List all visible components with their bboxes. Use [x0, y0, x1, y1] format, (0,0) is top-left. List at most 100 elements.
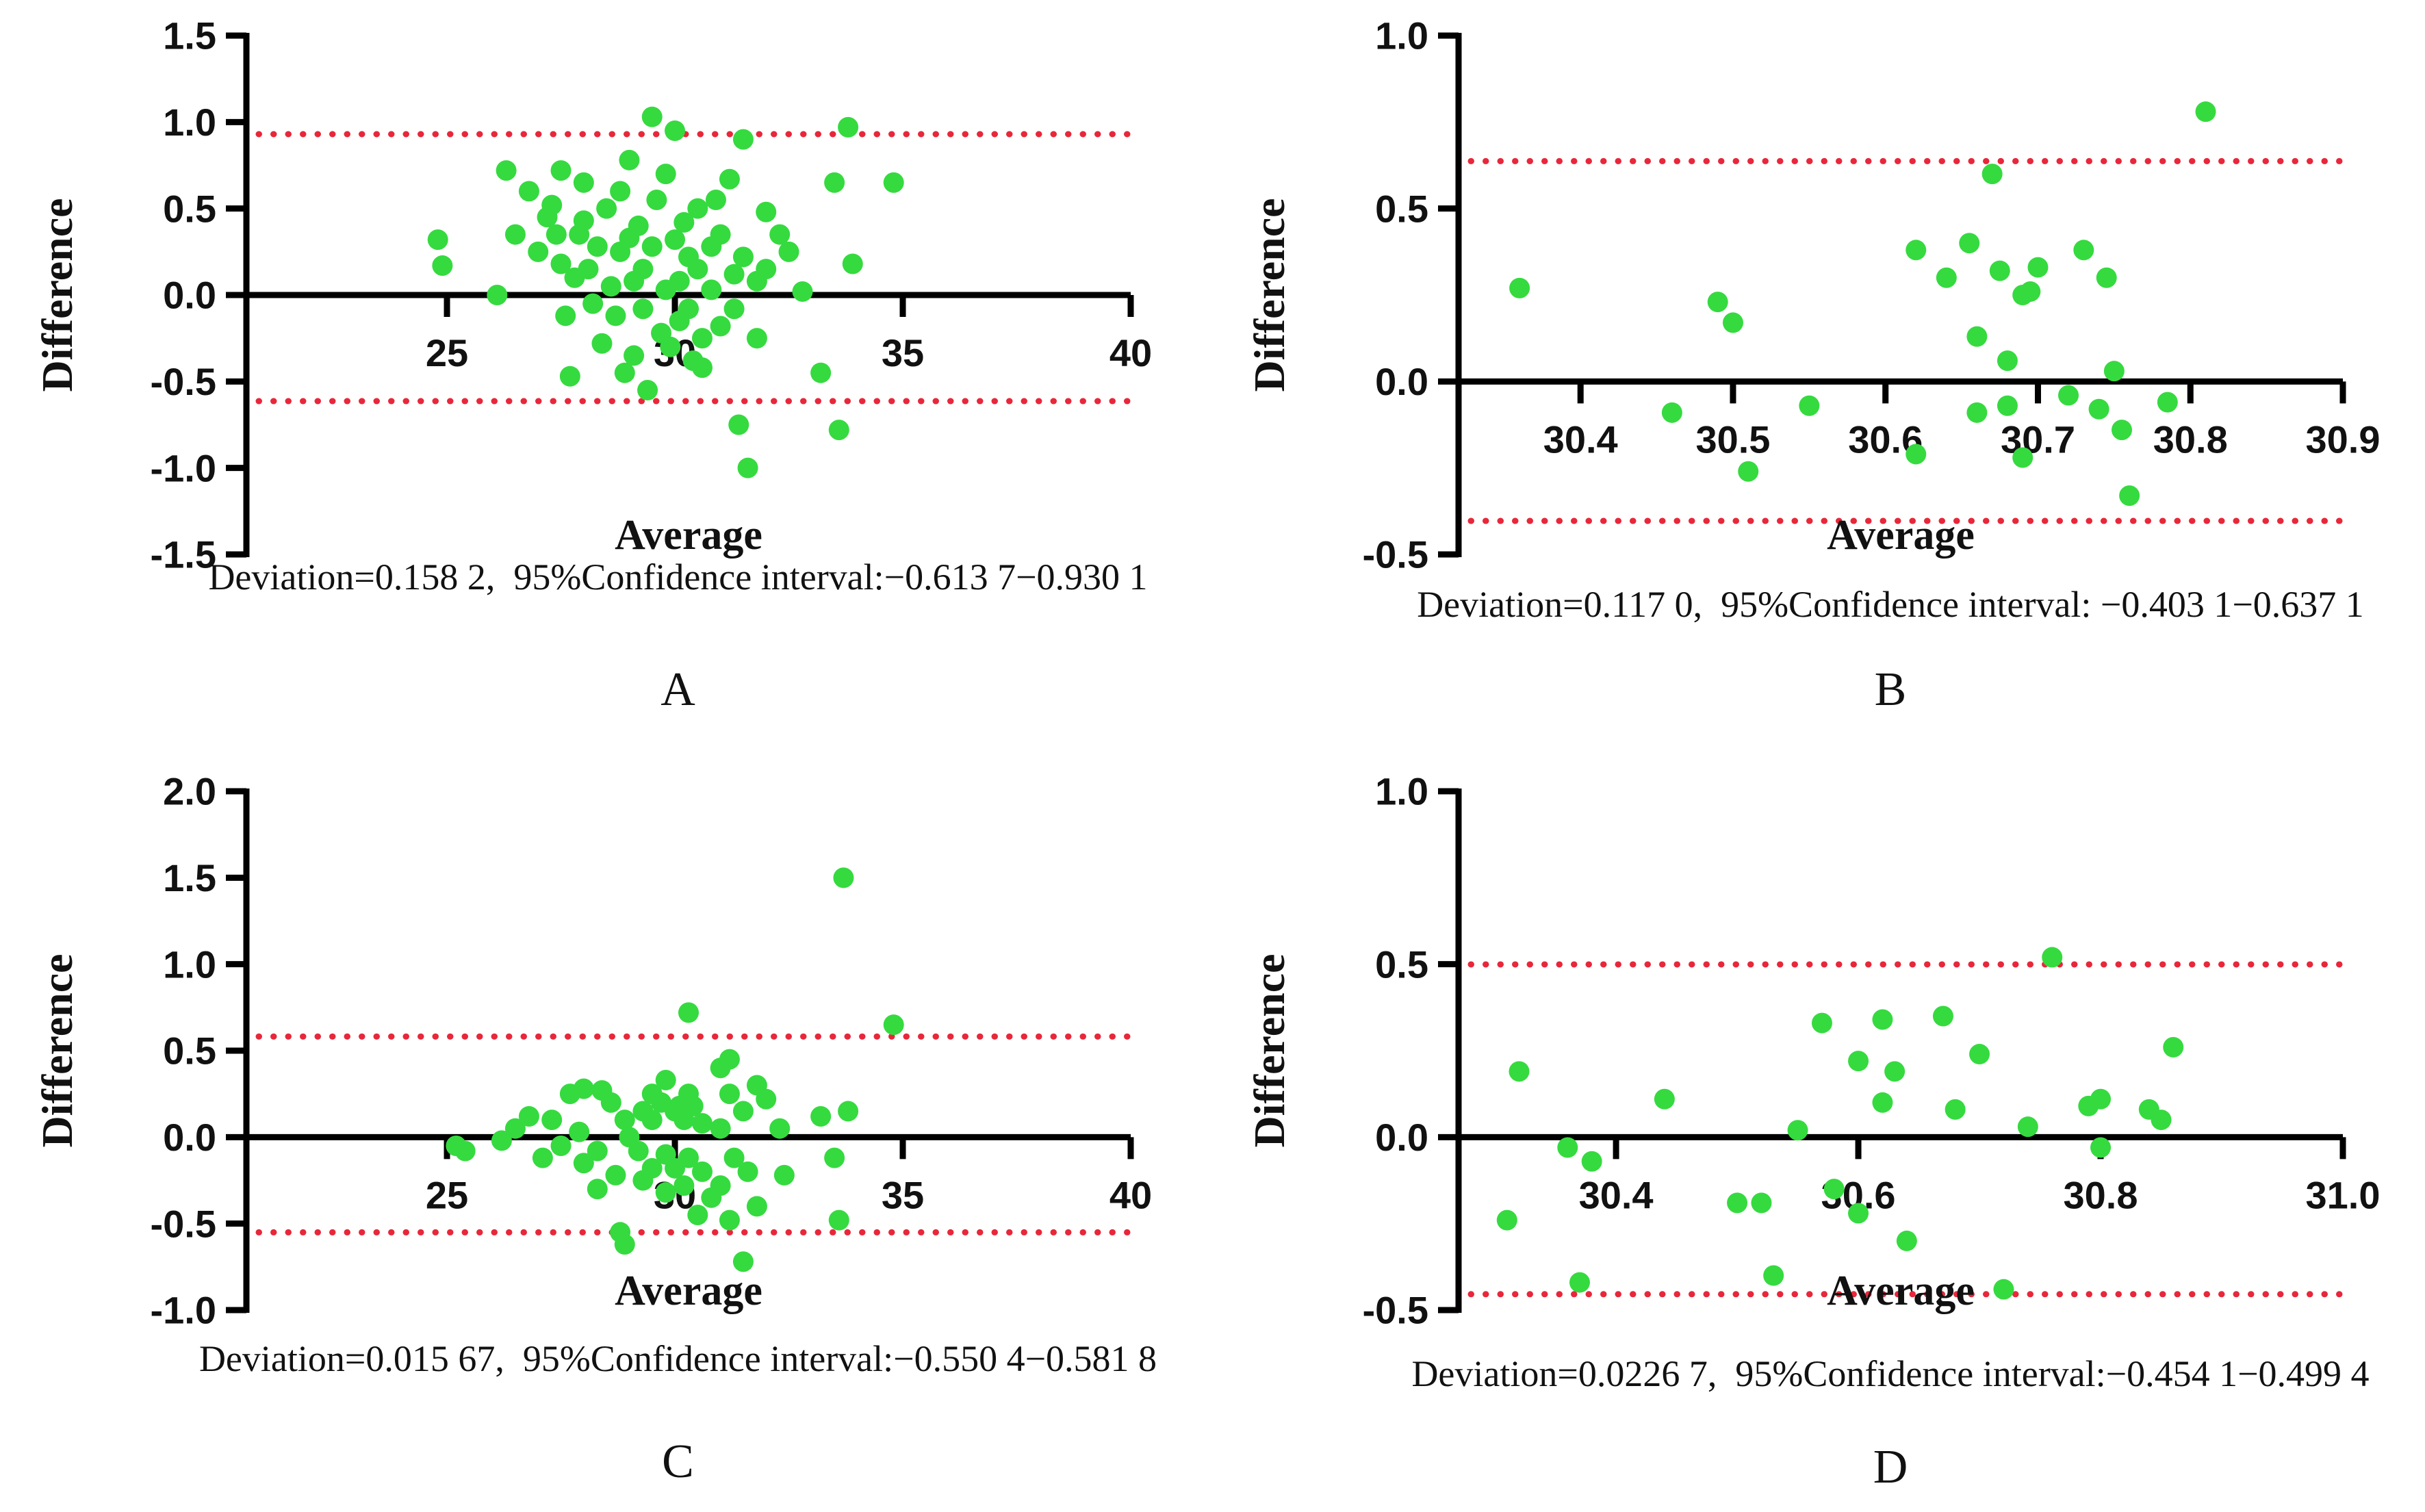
data-point: [2112, 420, 2132, 441]
data-point: [1993, 1279, 2014, 1300]
x-tick-label: 25: [426, 1173, 468, 1216]
panel-d: 1.0 0.5 0.0 -0.5 30.4 30.6 30.8 31.0 Difference A…: [1212, 756, 2425, 1512]
data-point: [691, 357, 713, 379]
panel-d-plot: 1.00.50.0-0.530.4 30.6 30.8 31.0DifferenceA…: [1245, 770, 2381, 1332]
x-axis-title: Average: [1827, 512, 1975, 559]
data-point: [518, 181, 539, 202]
panel-b-plot: 1.00.50.0-0.530.4 30.5 30.6 30.7 30.8 30.9Dif…: [1245, 14, 2381, 576]
data-point: [532, 1147, 553, 1168]
y-tick-label: 0.0: [163, 274, 216, 317]
data-point: [756, 201, 777, 222]
data-point: [641, 1110, 663, 1131]
data-point: [546, 224, 567, 245]
panel-b-caption: Deviation=0.117 0, 95%Confidence interva…: [1417, 584, 2364, 625]
data-point: [1569, 1272, 1590, 1293]
data-point: [528, 241, 549, 262]
data-point: [600, 1092, 621, 1113]
y-tick-label: -1.5: [151, 533, 217, 576]
y-tick-label: 0.5: [163, 1029, 216, 1073]
panel-a-plot: 1.51.00.50.0-0.5-1.0-1.525303540Differen…: [33, 14, 1152, 576]
data-point: [1872, 1092, 1893, 1113]
data-point: [732, 1101, 754, 1122]
data-point: [555, 305, 576, 326]
data-point: [614, 362, 635, 383]
data-point: [1997, 350, 2018, 372]
y-tick-label: 0.5: [1375, 187, 1428, 230]
panel-d-caption: Deviation=0.0226 7, 95%Confidence interv…: [1411, 1353, 2370, 1394]
x-tick-label: 30.5: [1695, 418, 1770, 461]
data-point: [678, 298, 699, 320]
data-point: [587, 1179, 608, 1200]
data-point: [655, 1069, 676, 1090]
data-point: [1932, 1005, 1953, 1027]
panel-a-letter: A: [660, 663, 695, 716]
data-point: [569, 1121, 590, 1142]
data-point: [641, 106, 663, 127]
data-point: [1722, 312, 1743, 333]
data-point: [1969, 1044, 1990, 1065]
data-point: [1509, 1061, 1530, 1082]
data-point: [1989, 260, 2010, 281]
data-point: [1823, 1179, 1845, 1200]
data-point: [1997, 395, 2018, 416]
data-point: [491, 1130, 512, 1151]
x-tick-label: 30.7: [2001, 418, 2075, 461]
data-point: [756, 259, 777, 280]
y-axis-title: Difference: [1245, 953, 1294, 1147]
data-point: [573, 210, 594, 231]
data-point: [2012, 447, 2033, 468]
data-point: [833, 867, 854, 888]
x-tick-label: 35: [882, 331, 924, 374]
data-point: [578, 259, 599, 280]
data-point: [732, 246, 754, 268]
data-point: [723, 1147, 745, 1168]
data-point: [723, 264, 745, 285]
data-point: [769, 1118, 791, 1139]
y-tick-label: -0.5: [1363, 533, 1429, 576]
panel-c-plot: 2.01.51.00.50.0-0.5-1.025303540Differenc…: [33, 770, 1152, 1332]
data-point: [1872, 1009, 1893, 1030]
y-tick-label: 1.5: [163, 856, 216, 899]
y-tick-label: 1.0: [163, 101, 216, 144]
data-point: [655, 164, 676, 185]
data-point: [614, 1110, 635, 1131]
data-point: [710, 1175, 731, 1196]
data-point: [1496, 1209, 1517, 1231]
data-point: [1896, 1230, 1917, 1251]
data-point: [723, 298, 745, 320]
data-point: [454, 1140, 476, 1162]
data-point: [1661, 402, 1682, 423]
data-point: [550, 253, 572, 274]
y-tick-label: 1.0: [1375, 14, 1428, 57]
x-tick-label: 30.4: [1579, 1173, 1654, 1216]
data-point: [1906, 444, 1927, 465]
data-point: [737, 1161, 758, 1182]
scatter-points: [446, 867, 904, 1272]
y-tick-label: -0.5: [151, 1202, 217, 1245]
data-point: [641, 236, 663, 257]
data-point: [810, 1106, 832, 1127]
data-point: [646, 190, 667, 211]
data-point: [746, 1196, 767, 1217]
data-point: [614, 1233, 635, 1255]
data-point: [687, 198, 708, 219]
data-point: [728, 414, 749, 435]
data-point: [637, 379, 658, 400]
y-tick-label: 0.5: [1375, 943, 1428, 986]
data-point: [687, 1205, 708, 1226]
data-point: [691, 1113, 713, 1134]
data-point: [582, 293, 604, 314]
y-tick-label: 0.0: [163, 1116, 216, 1159]
panel-b-letter: B: [1874, 663, 1907, 716]
data-point: [842, 253, 863, 274]
data-point: [746, 328, 767, 349]
data-point: [1945, 1099, 1966, 1120]
data-point: [2073, 240, 2094, 261]
data-point: [610, 181, 631, 202]
limits-of-agreement-lines: [1467, 157, 2346, 524]
data-point: [559, 366, 580, 387]
data-point: [487, 285, 508, 305]
data-point: [2088, 398, 2109, 420]
data-point: [719, 168, 740, 190]
panel-d-letter: D: [1873, 1441, 1908, 1494]
